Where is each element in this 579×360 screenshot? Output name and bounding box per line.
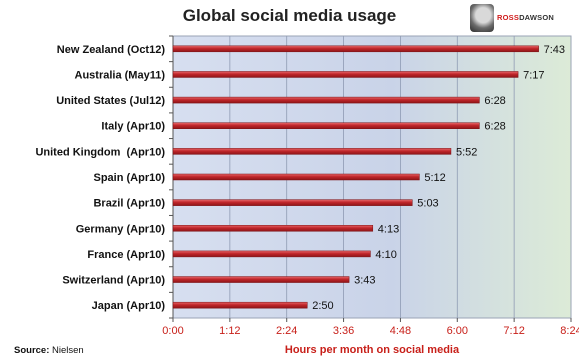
data-label: 7:43 xyxy=(544,44,565,56)
logo: ROSSDAWSON xyxy=(470,4,570,32)
category-label: New Zealand (Oct12) xyxy=(57,44,166,56)
portrait-icon xyxy=(470,4,494,32)
bar xyxy=(172,148,452,155)
y-axis-ticks xyxy=(169,35,174,319)
bar xyxy=(172,301,308,309)
x-axis-label: Hours per month on social media xyxy=(284,344,460,356)
x-tick-label: 8:24 xyxy=(560,325,579,337)
category-label: Italy (Apr10) xyxy=(101,121,165,133)
category-label: United Kingdom (Apr10) xyxy=(35,146,165,158)
bar xyxy=(172,250,371,258)
logo-text: ROSSDAWSON xyxy=(497,13,554,22)
data-label: 6:28 xyxy=(484,121,505,133)
data-label: 4:10 xyxy=(375,249,396,261)
x-tick-label: 4:48 xyxy=(390,325,411,337)
bar xyxy=(172,199,413,206)
data-label: 6:28 xyxy=(484,95,505,107)
category-labels: New Zealand (Oct12) Australia (May11) Unit… xyxy=(35,44,165,312)
category-label: United States (Jul12) xyxy=(56,95,165,107)
category-label: Japan (Apr10) xyxy=(92,300,166,312)
x-axis-tick-labels: 0:00 1:12 2:24 3:36 4:48 6:00 7:12 8:24 xyxy=(162,325,579,337)
data-label: 2:50 xyxy=(312,300,333,312)
data-label: 7:17 xyxy=(523,69,544,81)
category-label: Brazil (Apr10) xyxy=(93,198,165,210)
bar xyxy=(172,45,539,53)
x-tick-label: 1:12 xyxy=(219,325,240,337)
source-value: Nielsen xyxy=(52,345,84,356)
bar xyxy=(172,225,374,232)
data-label: 5:52 xyxy=(456,146,477,158)
category-label: Spain (Apr10) xyxy=(93,172,165,184)
category-label: Switzerland (Apr10) xyxy=(62,275,165,287)
source-prefix: Source: xyxy=(14,345,50,356)
category-label: Australia (May11) xyxy=(75,69,166,81)
x-tick-label: 6:00 xyxy=(447,325,468,337)
x-tick-label: 3:36 xyxy=(333,325,354,337)
bar xyxy=(172,122,480,129)
data-label: 3:43 xyxy=(354,275,375,287)
logo-text-accent: ROSS xyxy=(497,13,520,22)
x-tick-label: 7:12 xyxy=(503,325,524,337)
data-label: 5:03 xyxy=(417,198,438,210)
source-note: Source: Nielsen xyxy=(14,345,84,356)
logo-text-rest: DAWSON xyxy=(519,13,555,22)
category-label: France (Apr10) xyxy=(87,249,165,261)
bar xyxy=(172,276,350,283)
data-labels: 7:43 7:17 6:28 6:28 5:52 5:12 5:03 4:13 4:10 3:43… xyxy=(312,44,565,312)
x-tick-label: 0:00 xyxy=(162,325,183,337)
chart-title: Global social media usage xyxy=(182,6,397,25)
data-label: 5:12 xyxy=(424,172,445,184)
bar xyxy=(172,173,420,181)
bar xyxy=(172,96,480,104)
bars xyxy=(172,45,539,309)
data-label: 4:13 xyxy=(378,223,399,235)
bar xyxy=(172,71,519,78)
category-label: Germany (Apr10) xyxy=(76,223,166,235)
x-tick-label: 2:24 xyxy=(276,325,297,337)
